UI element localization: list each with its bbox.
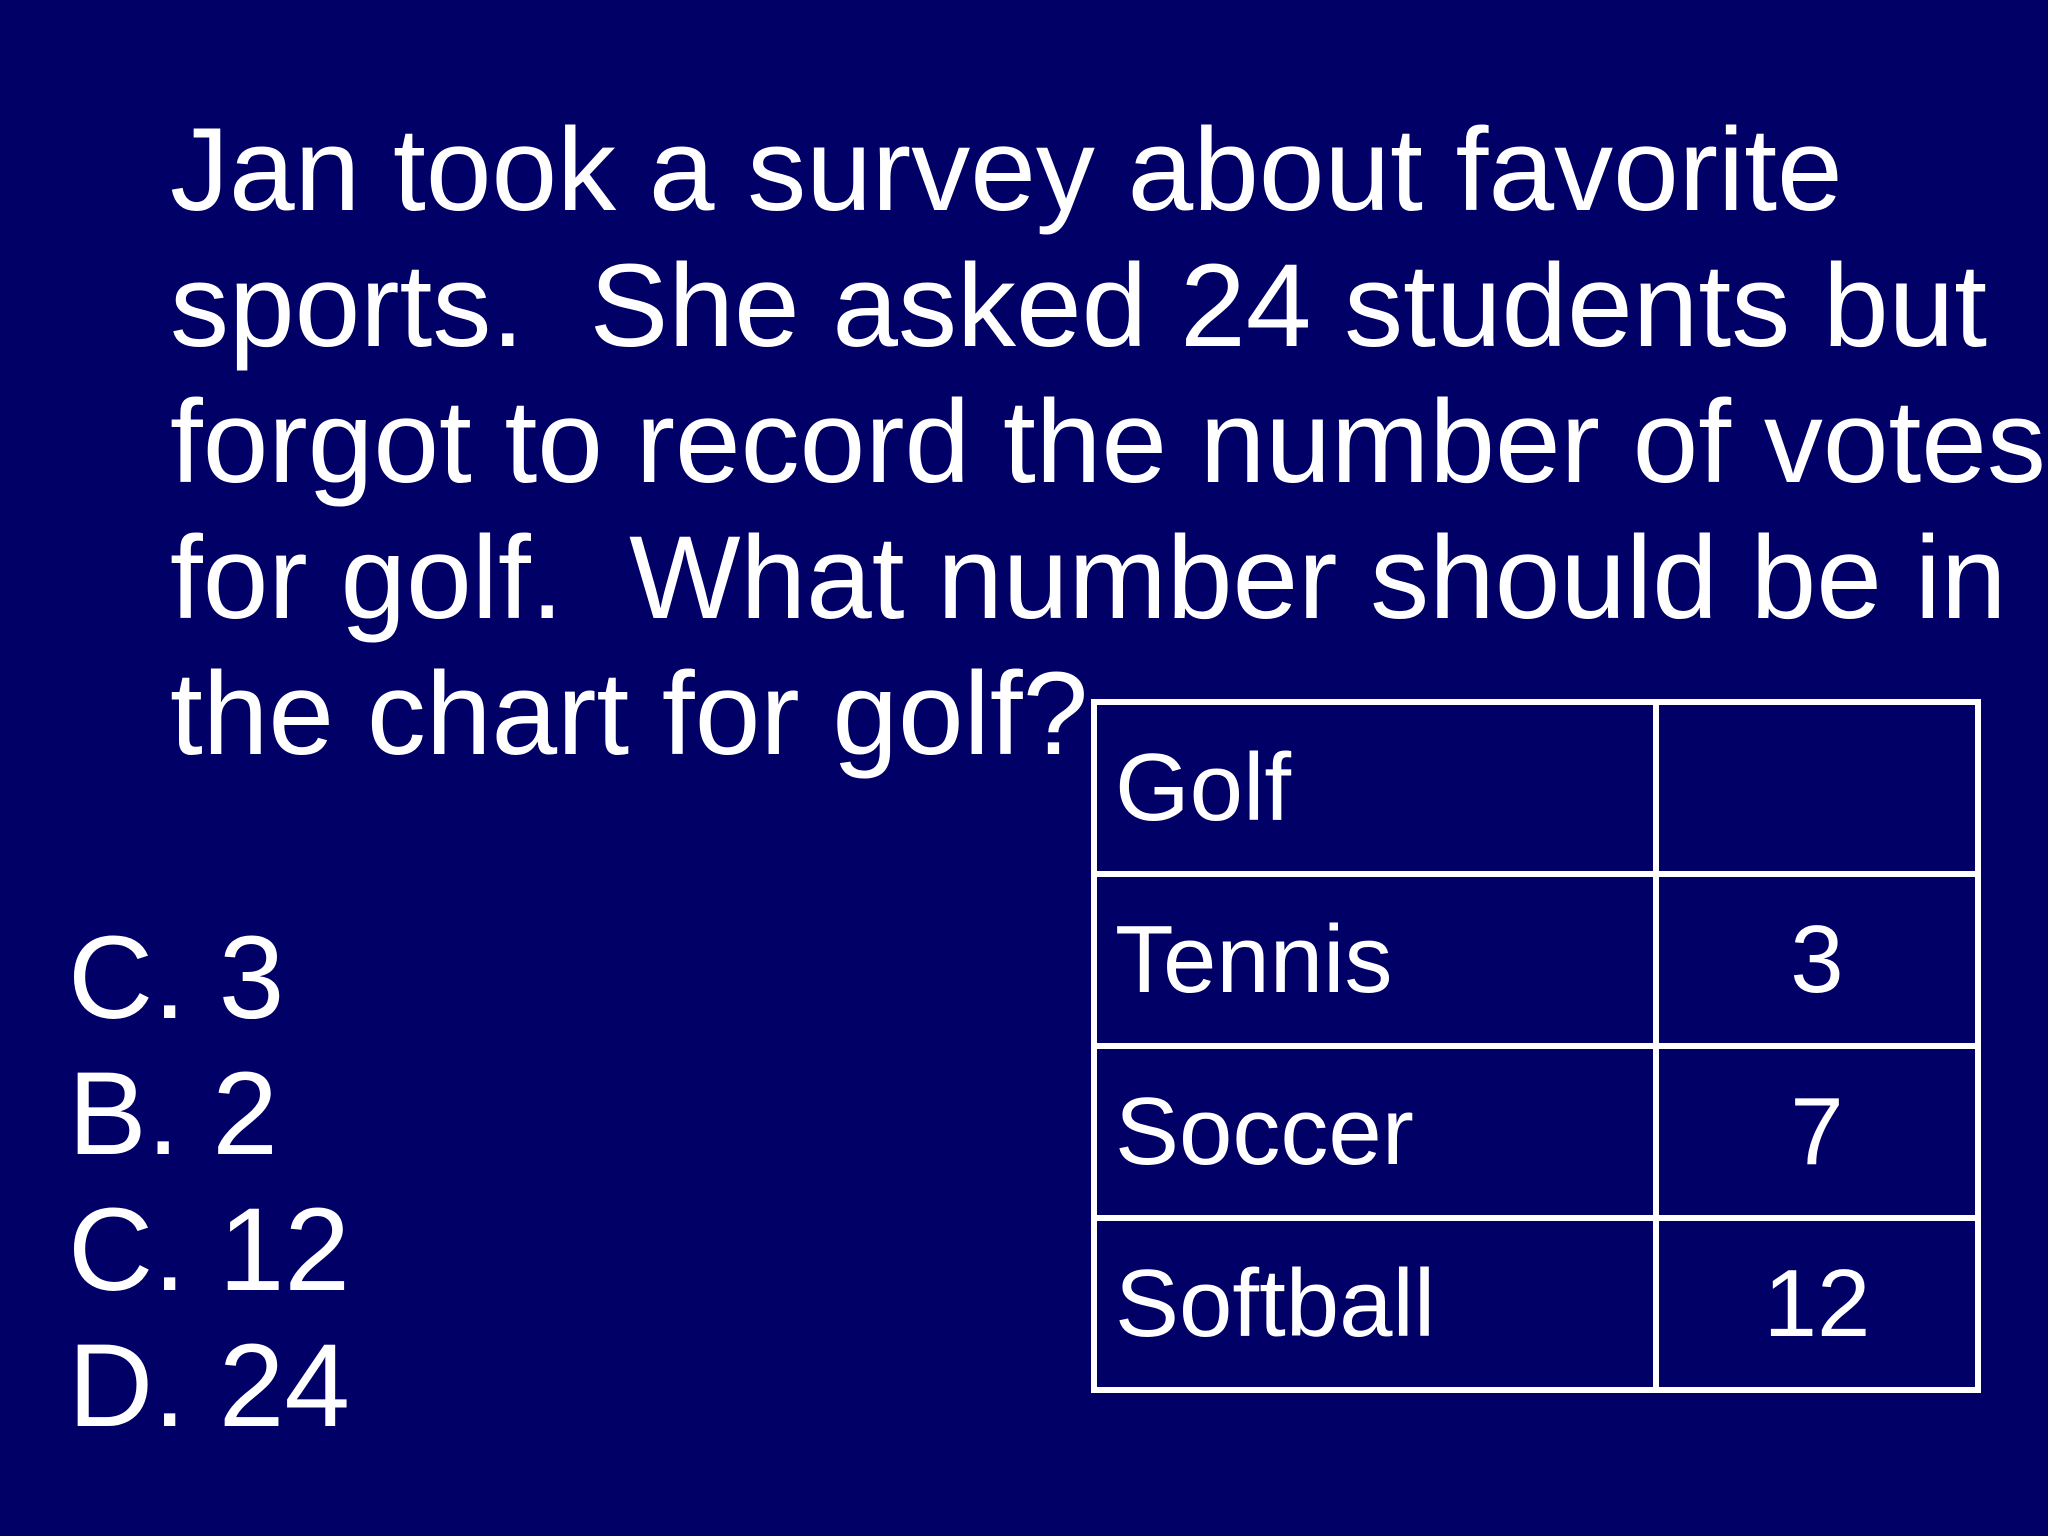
- table-row: Tennis 3: [1091, 871, 1982, 1049]
- question-line: for golf. What number should be in: [170, 512, 2007, 644]
- question-line: forgot to record the number of votes: [170, 376, 2046, 508]
- answer-choice-4: D. 24: [68, 1320, 351, 1452]
- table-row: Softball 12: [1091, 1215, 1982, 1393]
- sports-votes-table: Golf Tennis 3 Soccer 7 Softball 12: [1091, 699, 1982, 1393]
- table-row: Golf: [1091, 699, 1982, 877]
- votes-cell: 7: [1652, 1043, 1982, 1221]
- answer-choice-2: B. 2: [68, 1048, 278, 1180]
- question-line: sports. She asked 24 students but: [170, 240, 1988, 372]
- sport-name-cell: Tennis: [1091, 871, 1659, 1049]
- answer-choice-3: C. 12: [68, 1184, 351, 1316]
- question-line: the chart for golf?: [170, 648, 1089, 780]
- answer-choice-1: C. 3: [68, 912, 285, 1044]
- votes-cell: 3: [1652, 871, 1982, 1049]
- sport-name-cell: Soccer: [1091, 1043, 1659, 1221]
- answer-choices: C. 3 B. 2 C. 12 D. 24: [68, 910, 350, 1454]
- question-text: Jan took a survey about favorite sports.…: [170, 102, 2046, 782]
- table-row: Soccer 7: [1091, 1043, 1982, 1221]
- sport-name-cell: Golf: [1091, 699, 1659, 877]
- question-line: Jan took a survey about favorite: [170, 104, 1843, 236]
- votes-cell: 12: [1652, 1215, 1982, 1393]
- votes-cell-empty: [1652, 699, 1982, 877]
- sport-name-cell: Softball: [1091, 1215, 1659, 1393]
